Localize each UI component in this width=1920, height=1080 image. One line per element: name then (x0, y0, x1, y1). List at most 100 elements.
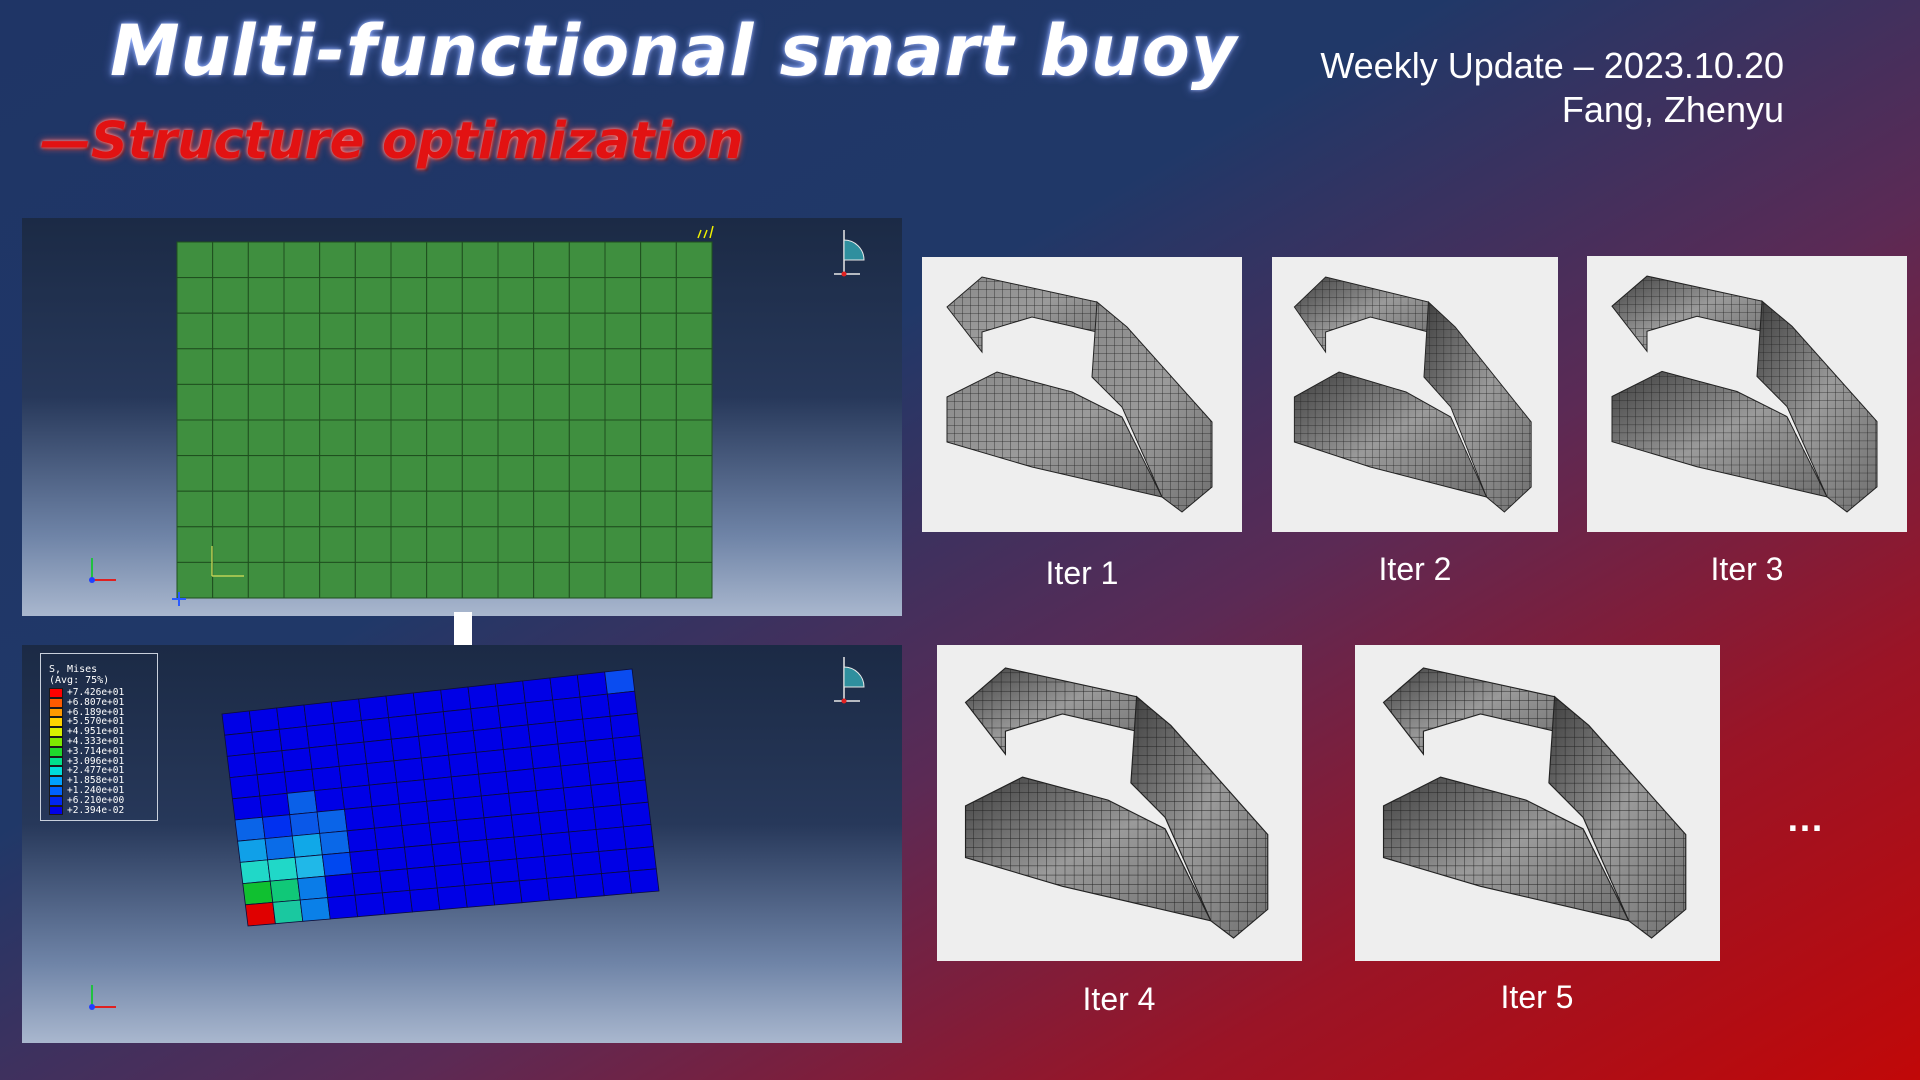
mesh-element (461, 277, 499, 314)
stress-element (505, 768, 537, 794)
stress-element (606, 690, 638, 717)
mesh-element (354, 277, 392, 314)
stress-element (601, 870, 633, 897)
update-info: Weekly Update – 2023.10.20 Fang, Zhenyu (1320, 44, 1784, 132)
stress-element (497, 702, 529, 729)
mesh-element (461, 348, 499, 385)
stress-element (554, 718, 586, 745)
legend-swatch (49, 766, 63, 777)
stress-element (327, 894, 359, 920)
voxel-grid (1293, 276, 1429, 354)
legend-row: +6.189e+01 (49, 707, 124, 718)
stress-element (324, 873, 356, 899)
mesh-element (212, 241, 249, 279)
legend-value: +4.333e+01 (67, 735, 125, 747)
mesh-element (675, 526, 713, 563)
legend-row: +7.426e+01 (49, 688, 124, 698)
mesh-element (390, 277, 428, 314)
stress-element (428, 819, 460, 846)
mesh-element (497, 419, 535, 457)
mesh-element (533, 455, 570, 492)
origin-marker (172, 592, 186, 606)
legend-swatch (49, 717, 63, 728)
mesh-element (319, 348, 356, 385)
mesh-element (604, 490, 642, 528)
mesh-element (176, 348, 214, 385)
mesh-element (247, 526, 285, 563)
legend-value: +5.570e+01 (67, 716, 125, 728)
iteration-image (922, 257, 1242, 532)
mesh-element (533, 419, 570, 457)
legend-row: +3.714e+01 (49, 746, 124, 757)
stress-element (527, 721, 559, 748)
stress-element (264, 835, 296, 861)
voxel-structure (1382, 667, 1687, 939)
stress-element (338, 763, 370, 789)
stress-element (406, 865, 438, 891)
mesh-element (497, 241, 535, 279)
legend-scale: +7.426e+01 +6.807e+01 +6.189e+01 +5.570e+01… (49, 688, 125, 816)
mesh-element (247, 455, 285, 492)
mesh-element (319, 526, 356, 563)
stress-element (388, 714, 420, 740)
slide-subtitle: —Structure optimization (40, 112, 744, 171)
mesh-element (283, 312, 321, 350)
stress-element (261, 814, 293, 840)
stress-element (358, 695, 390, 721)
stress-element (609, 712, 641, 739)
mesh-element (497, 383, 535, 421)
voxel-grid (946, 276, 1098, 354)
mesh-element (604, 348, 642, 385)
stress-element (549, 674, 581, 701)
mesh-element (426, 383, 463, 421)
legend-value: +6.807e+01 (67, 696, 125, 708)
stress-element (381, 889, 413, 915)
stress-element (426, 798, 458, 824)
mesh-element (319, 561, 356, 599)
legend-row: +6.807e+01 (49, 696, 125, 708)
mesh-element (640, 312, 677, 350)
stress-element (239, 859, 271, 885)
stress-element (229, 774, 261, 800)
mesh-element (675, 277, 713, 314)
stress-element (259, 792, 291, 818)
stress-element (628, 868, 660, 894)
mesh-element (247, 277, 285, 314)
mesh-element (461, 526, 499, 563)
stress-element (582, 715, 614, 742)
iteration-image (1355, 645, 1720, 961)
mesh-element (568, 241, 606, 279)
stress-element (344, 806, 375, 832)
stress-element (453, 795, 485, 821)
mesh-element (176, 277, 214, 314)
legend-row: +2.477e+01 (49, 766, 124, 777)
voxel-structure (964, 667, 1269, 939)
more-iterations-ellipsis: … (1786, 798, 1826, 840)
stress-element (319, 830, 351, 856)
stress-element (440, 686, 472, 713)
mesh-element (640, 277, 677, 314)
stress-element (584, 737, 616, 764)
mesh-element (212, 348, 249, 385)
mesh-element (354, 383, 392, 421)
stress-element (475, 749, 507, 775)
stress-element (557, 740, 589, 767)
slide-title: Multi-functional smart buoy (110, 10, 1238, 92)
mesh-element (283, 348, 321, 385)
mesh-element (675, 490, 713, 528)
mesh-element (390, 312, 428, 350)
iteration-label: Iter 3 (1710, 551, 1784, 587)
mesh-element (604, 241, 642, 279)
mesh-element (640, 490, 677, 528)
mesh-element (319, 490, 356, 528)
mesh-element (533, 241, 570, 279)
mesh-element (675, 419, 713, 457)
view-cube-icon (834, 657, 865, 704)
mesh-element (640, 455, 677, 492)
mesh-element (461, 383, 499, 421)
stress-element (330, 698, 362, 724)
voxel-grid (1611, 370, 1828, 498)
legend-row: +1.240e+01 (49, 786, 124, 796)
mesh-element (176, 455, 214, 492)
mesh-element (497, 455, 535, 492)
